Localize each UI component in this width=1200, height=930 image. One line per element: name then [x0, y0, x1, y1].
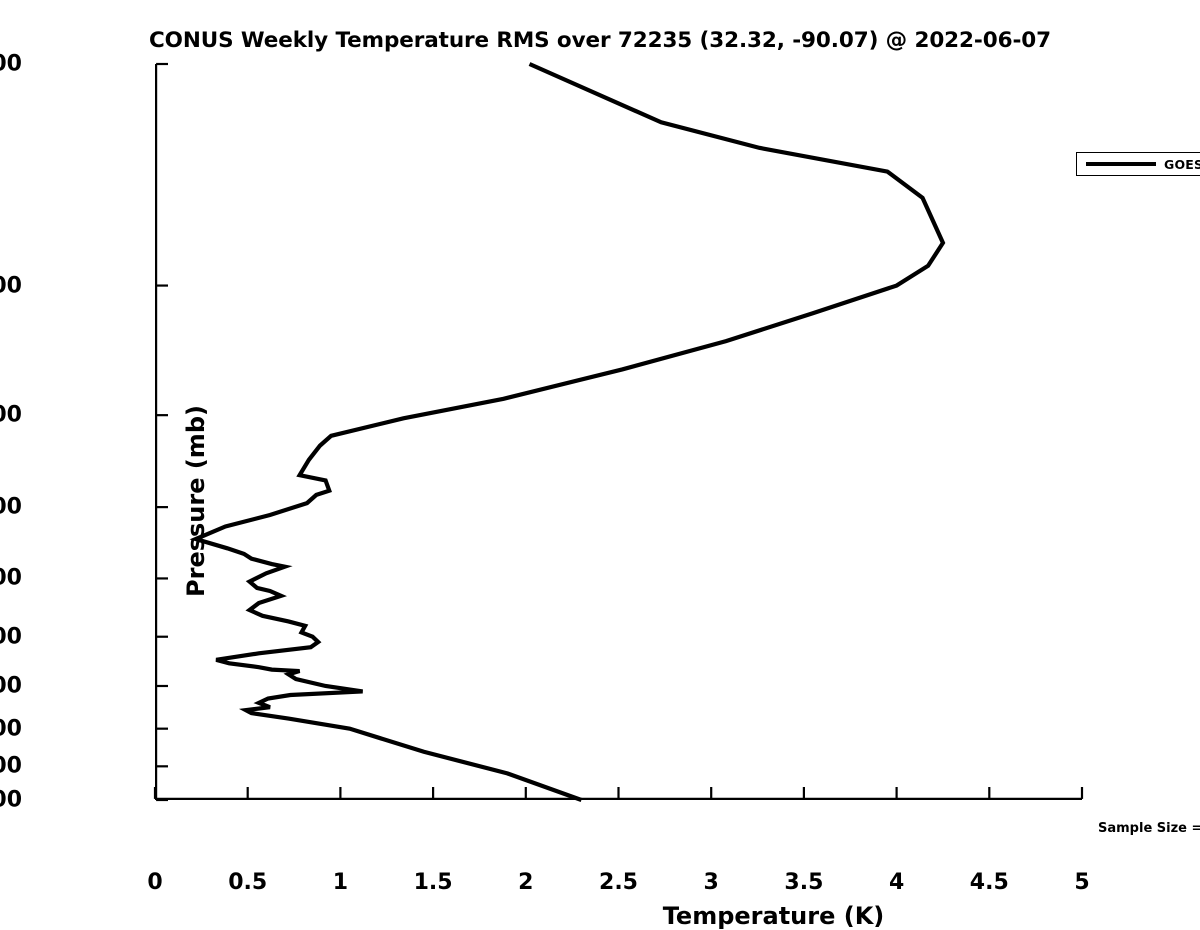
- x-tick-label: 1: [332, 870, 349, 895]
- x-tick-marks: [153, 787, 1084, 799]
- x-tick-label: 3.5: [784, 870, 824, 895]
- legend-label: GOES-16: [1164, 156, 1200, 172]
- y-tick-marks: [156, 62, 168, 802]
- x-tick-label: 2.5: [599, 870, 638, 895]
- legend: GOES-16: [1076, 152, 1200, 176]
- x-tick-label: 1.5: [413, 870, 453, 895]
- y-tick-label: 700: [0, 673, 22, 699]
- x-tick-label: 0.5: [228, 870, 268, 895]
- y-tick-label: 500: [0, 565, 22, 591]
- y-tick-label: 900: [0, 753, 22, 779]
- legend-line-swatch: [1086, 162, 1156, 166]
- chart-figure: CONUS Weekly Temperature RMS over 72235 …: [0, 28, 1200, 930]
- x-axis-label: Temperature (K): [662, 902, 885, 930]
- x-tick-label: 5: [1074, 870, 1090, 895]
- y-tick-label: 400: [0, 494, 22, 520]
- legend-entry-goes-16: GOES-16: [1077, 153, 1200, 175]
- y-tick-label: 800: [0, 716, 22, 742]
- data-series-goes-16: [189, 62, 946, 802]
- y-tick-label: 100: [0, 51, 22, 77]
- plot-area: 100 200 300 400 500 600 700 800 900 1000 0 0.5 1 1.5…: [0, 52, 1200, 930]
- x-tick-label: 4.5: [969, 870, 1009, 895]
- y-tick-label: 1000: [0, 787, 22, 813]
- chart-title: CONUS Weekly Temperature RMS over 72235 …: [149, 28, 1051, 53]
- y-tick-label: 200: [0, 273, 22, 299]
- x-tick-label: 3: [703, 870, 719, 895]
- plot-canvas: [153, 62, 1084, 802]
- x-tick-label: 0: [147, 870, 163, 895]
- y-axis-label: Pressure (mb): [182, 405, 210, 597]
- sample-size-annotation: Sample Size = 7: [1098, 821, 1200, 836]
- y-tick-label: 600: [0, 624, 22, 650]
- y-tick-label: 300: [0, 402, 22, 428]
- x-tick-label: 2: [518, 870, 534, 895]
- x-tick-label: 4: [888, 870, 905, 895]
